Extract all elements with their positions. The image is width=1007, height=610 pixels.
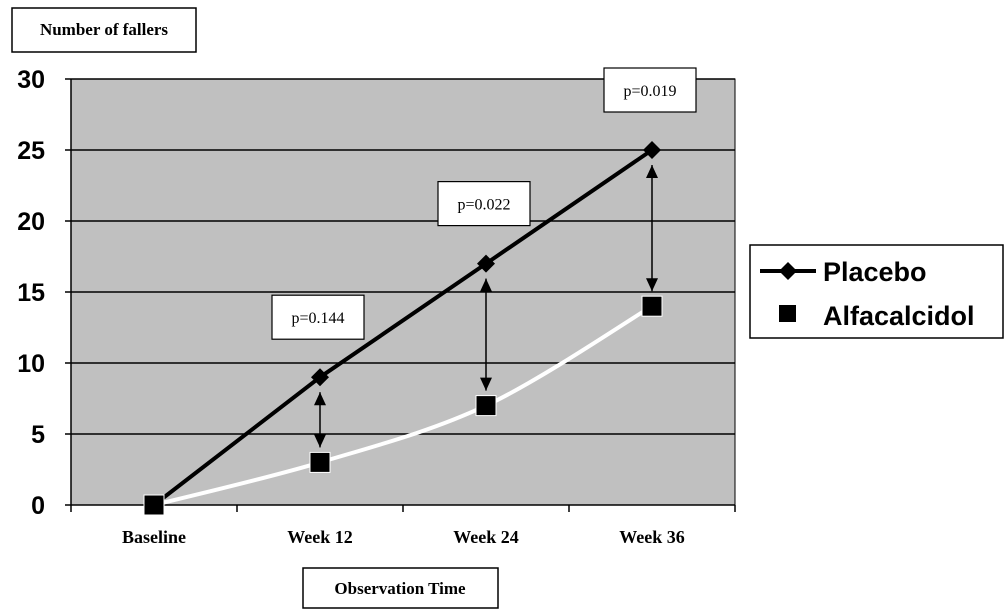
- y-tick-label: 15: [17, 279, 45, 307]
- x-tick-label: Week 36: [619, 527, 685, 547]
- arrow-head-down: [646, 278, 658, 292]
- y-tick-labels: 0 5 10 15 20 25 30: [17, 66, 45, 520]
- x-tick-label: Week 24: [453, 527, 519, 547]
- series-line-alfacalcidol: [153, 304, 654, 507]
- p-value-label: p=0.019: [623, 83, 676, 100]
- y-tick-label: 10: [17, 350, 45, 378]
- series-line-placebo: [152, 148, 654, 507]
- arrow-head-up: [646, 165, 658, 178]
- y-tick-label: 25: [17, 137, 45, 165]
- y-axis-title-box: [11, 7, 197, 53]
- legend-label-alfacalcidol: Alfacalcidol: [823, 301, 975, 331]
- marker-placebo: [477, 254, 495, 273]
- p-value-label: p=0.022: [457, 197, 510, 214]
- y-tick-label: 0: [31, 492, 45, 520]
- series-lines: [152, 148, 654, 507]
- marker-placebo: [311, 368, 329, 387]
- p-value-annotations: p=0.144 p=0.022 p=0.019: [271, 67, 697, 340]
- arrow-head-down: [314, 434, 326, 448]
- x-axis-title: Observation Time: [334, 579, 466, 598]
- x-axis-title-box: [302, 567, 499, 609]
- arrow-head-up: [480, 278, 492, 292]
- y-tick-label: 30: [17, 66, 45, 94]
- marker-placebo: [145, 496, 163, 514]
- marker-alfacalcidol: [309, 451, 331, 473]
- significance-arrows: [314, 165, 658, 448]
- marker-alfacalcidol: [475, 395, 497, 417]
- legend-marker-alfacalcidol: [779, 305, 796, 322]
- arrow-head-down: [480, 377, 492, 391]
- series-markers: [143, 141, 663, 516]
- legend: [749, 244, 1004, 339]
- p-value-box: [603, 67, 697, 113]
- p-value-label: p=0.144: [291, 310, 344, 327]
- y-tick-label: 5: [31, 421, 45, 449]
- arrow-head-up: [314, 392, 326, 406]
- marker-placebo: [643, 141, 661, 159]
- legend-marker-placebo: [779, 262, 797, 280]
- p-value-box: [437, 181, 531, 227]
- y-axis-title: Number of fallers: [40, 20, 168, 39]
- marker-alfacalcidol: [641, 295, 663, 317]
- legend-label-placebo: Placebo: [823, 257, 927, 287]
- p-value-box: [271, 294, 365, 340]
- y-tick-label: 20: [17, 208, 45, 236]
- x-tick-labels: Baseline Week 12 Week 24 Week 36: [122, 527, 685, 547]
- grid: [65, 78, 735, 506]
- x-ticks: [70, 505, 736, 512]
- x-tick-label: Week 12: [287, 527, 353, 547]
- x-tick-label: Baseline: [122, 527, 186, 547]
